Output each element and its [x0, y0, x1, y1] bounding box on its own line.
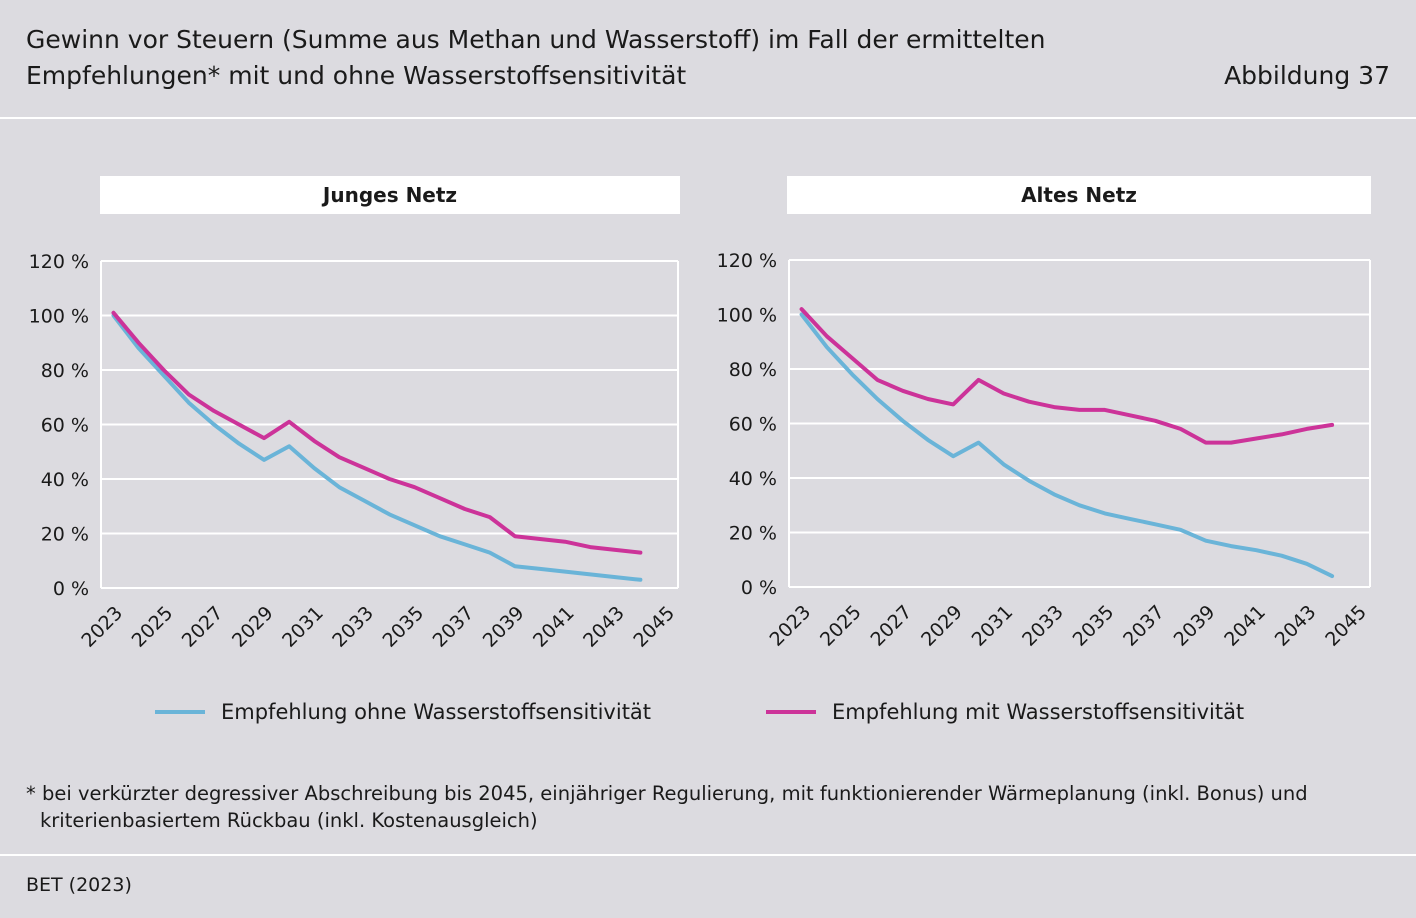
legend-label-mit: Empfehlung mit Wasserstoffsensitivität [832, 700, 1245, 724]
top-divider [0, 117, 1416, 119]
panel-header-junges-netz: Junges Netz [100, 176, 680, 214]
x-tick-label-junges-netz: 2029 [228, 602, 278, 652]
legend-label-ohne: Empfehlung ohne Wasserstoffsensitivität [221, 700, 652, 724]
x-tick-label-altes-netz: 2043 [1271, 601, 1321, 651]
x-tick-label-junges-netz: 2023 [77, 602, 127, 652]
legend-item-ohne: Empfehlung ohne Wasserstoffsensitivität [155, 700, 651, 724]
legend-swatch-ohne [155, 710, 205, 714]
footnote-line-1: * bei verkürzter degressiver Abschreibun… [26, 782, 1308, 805]
x-tick-label-junges-netz: 2043 [579, 602, 629, 652]
x-tick-label-altes-netz: 2035 [1069, 601, 1119, 651]
y-tick-label-altes-netz: 20 % [729, 523, 777, 545]
y-tick-label-junges-netz: 0 % [53, 578, 89, 600]
legend-item-mit: Empfehlung mit Wasserstoffsensitivität [766, 700, 1244, 724]
panel-title-junges-netz: Junges Netz [322, 183, 458, 207]
y-tick-label-junges-netz: 100 % [29, 306, 89, 328]
y-tick-label-junges-netz: 60 % [41, 415, 89, 437]
x-tick-label-altes-netz: 2023 [765, 601, 815, 651]
x-tick-label-junges-netz: 2045 [629, 602, 679, 652]
x-tick-label-junges-netz: 2041 [529, 602, 579, 652]
x-tick-label-altes-netz: 2031 [968, 601, 1018, 651]
footnote-line-2: kriterienbasiertem Rückbau (inkl. Kosten… [40, 809, 538, 832]
y-tick-label-altes-netz: 40 % [729, 468, 777, 490]
x-tick-label-junges-netz: 2027 [178, 602, 228, 652]
y-tick-label-altes-netz: 120 % [717, 250, 777, 272]
x-tick-label-altes-netz: 2037 [1119, 601, 1169, 651]
footnote: * bei verkürzter degressiver Abschreibun… [26, 780, 1366, 834]
y-tick-label-junges-netz: 20 % [41, 524, 89, 546]
y-tick-label-junges-netz: 80 % [41, 360, 89, 382]
x-tick-label-junges-netz: 2033 [328, 602, 378, 652]
x-tick-label-altes-netz: 2039 [1170, 601, 1220, 651]
page-title: Gewinn vor Steuern (Summe aus Methan und… [26, 22, 1126, 94]
panel-title-altes-netz: Altes Netz [1021, 183, 1137, 207]
y-tick-label-altes-netz: 80 % [729, 359, 777, 381]
x-tick-label-junges-netz: 2037 [429, 602, 479, 652]
x-tick-label-altes-netz: 2029 [917, 601, 967, 651]
title-line-2: Empfehlungen* mit und ohne Wasserstoffse… [26, 61, 687, 90]
panel-header-altes-netz: Altes Netz [787, 176, 1371, 214]
figure-label: Abbildung 37 [1224, 61, 1390, 90]
x-tick-label-altes-netz: 2033 [1018, 601, 1068, 651]
y-tick-label-junges-netz: 120 % [29, 251, 89, 273]
x-tick-label-junges-netz: 2039 [479, 602, 529, 652]
series-line-ohne-altes-netz [799, 312, 1335, 579]
x-tick-label-junges-netz: 2031 [278, 602, 328, 652]
bottom-divider [0, 854, 1416, 856]
y-tick-label-altes-netz: 100 % [717, 305, 777, 327]
title-line-1: Gewinn vor Steuern (Summe aus Methan und… [26, 25, 1046, 54]
series-line-mit-junges-netz [111, 310, 643, 555]
x-tick-label-altes-netz: 2045 [1321, 601, 1371, 651]
legend-swatch-mit [766, 710, 816, 714]
x-tick-label-altes-netz: 2041 [1220, 601, 1270, 651]
y-tick-label-junges-netz: 40 % [41, 469, 89, 491]
x-tick-label-junges-netz: 2035 [378, 602, 428, 652]
x-tick-label-altes-netz: 2025 [816, 601, 866, 651]
series-line-mit-altes-netz [799, 307, 1335, 445]
source-note: BET (2023) [26, 874, 132, 896]
x-tick-label-junges-netz: 2025 [128, 602, 178, 652]
series-line-ohne-junges-netz [111, 313, 643, 582]
y-tick-label-altes-netz: 60 % [729, 414, 777, 436]
x-tick-label-altes-netz: 2027 [867, 601, 917, 651]
y-tick-label-altes-netz: 0 % [741, 577, 777, 599]
